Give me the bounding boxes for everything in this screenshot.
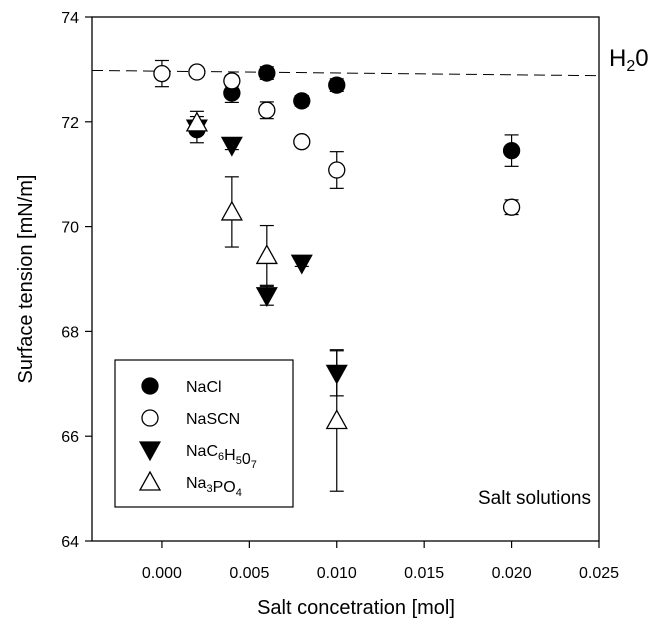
data-point-series-3	[255, 287, 278, 308]
annotation-text: Salt solutions	[478, 488, 591, 509]
data-point-series-4	[255, 244, 278, 265]
markers	[153, 63, 521, 430]
legend-marker	[138, 470, 162, 491]
x-tick-label: 0.025	[579, 565, 619, 582]
x-tick-label: 0.000	[142, 565, 182, 582]
y-axis-label: Surface tension [mN/m]	[15, 175, 37, 384]
legend-marker	[141, 377, 159, 395]
x-tick-label: 0.010	[317, 565, 357, 582]
data-point-series-1	[328, 76, 346, 94]
data-point-series-2	[153, 64, 171, 83]
data-point-series-4	[185, 111, 209, 132]
x-tick-label: 0.015	[404, 565, 444, 582]
legend-label: NaCl	[186, 379, 222, 396]
y-tick-label: 74	[61, 10, 79, 27]
y-axis: 64 66 68 70 72 74	[61, 10, 92, 551]
data-point-series-2	[223, 72, 241, 90]
x-tick-label: 0.020	[492, 565, 532, 582]
reference-line-label: H20	[609, 45, 649, 75]
data-point-series-2	[188, 63, 206, 81]
data-point-series-4	[220, 200, 243, 221]
data-point-series-1	[293, 92, 311, 110]
reference-line-group: H20	[91, 45, 649, 77]
data-point-series-4	[325, 409, 348, 430]
x-axis: 0.000 0.005 0.010 0.015 0.020 0.025	[142, 541, 619, 582]
y-tick-label: 68	[61, 324, 79, 341]
y-tick-label: 70	[61, 220, 79, 237]
data-point-series-2	[293, 133, 311, 151]
data-point-series-2	[502, 198, 521, 216]
data-point-series-3	[325, 364, 348, 385]
legend: NaCl NaSCN NaC6H507 Na3PO4	[114, 359, 294, 508]
plot-frame	[91, 16, 600, 542]
legend-label: NaC6H507	[186, 443, 257, 471]
y-tick-label: 66	[61, 429, 79, 446]
y-tick-label: 64	[61, 534, 79, 551]
data-point-series-2	[328, 161, 346, 179]
data-point-series-1	[502, 141, 521, 160]
legend-marker	[141, 409, 159, 427]
data-point-series-3	[220, 136, 243, 157]
legend-label: Na3PO4	[186, 475, 242, 499]
data-point-series-3	[290, 254, 313, 275]
legend-label: NaSCN	[186, 411, 240, 428]
x-tick-label: 0.005	[229, 565, 269, 582]
data-point-series-2	[258, 101, 276, 119]
legend-marker	[138, 441, 162, 462]
y-tick-label: 72	[61, 115, 79, 132]
plot-area-border	[91, 16, 600, 542]
data-point-series-1	[258, 64, 276, 82]
x-axis-label: Salt concetration [mol]	[257, 597, 455, 619]
